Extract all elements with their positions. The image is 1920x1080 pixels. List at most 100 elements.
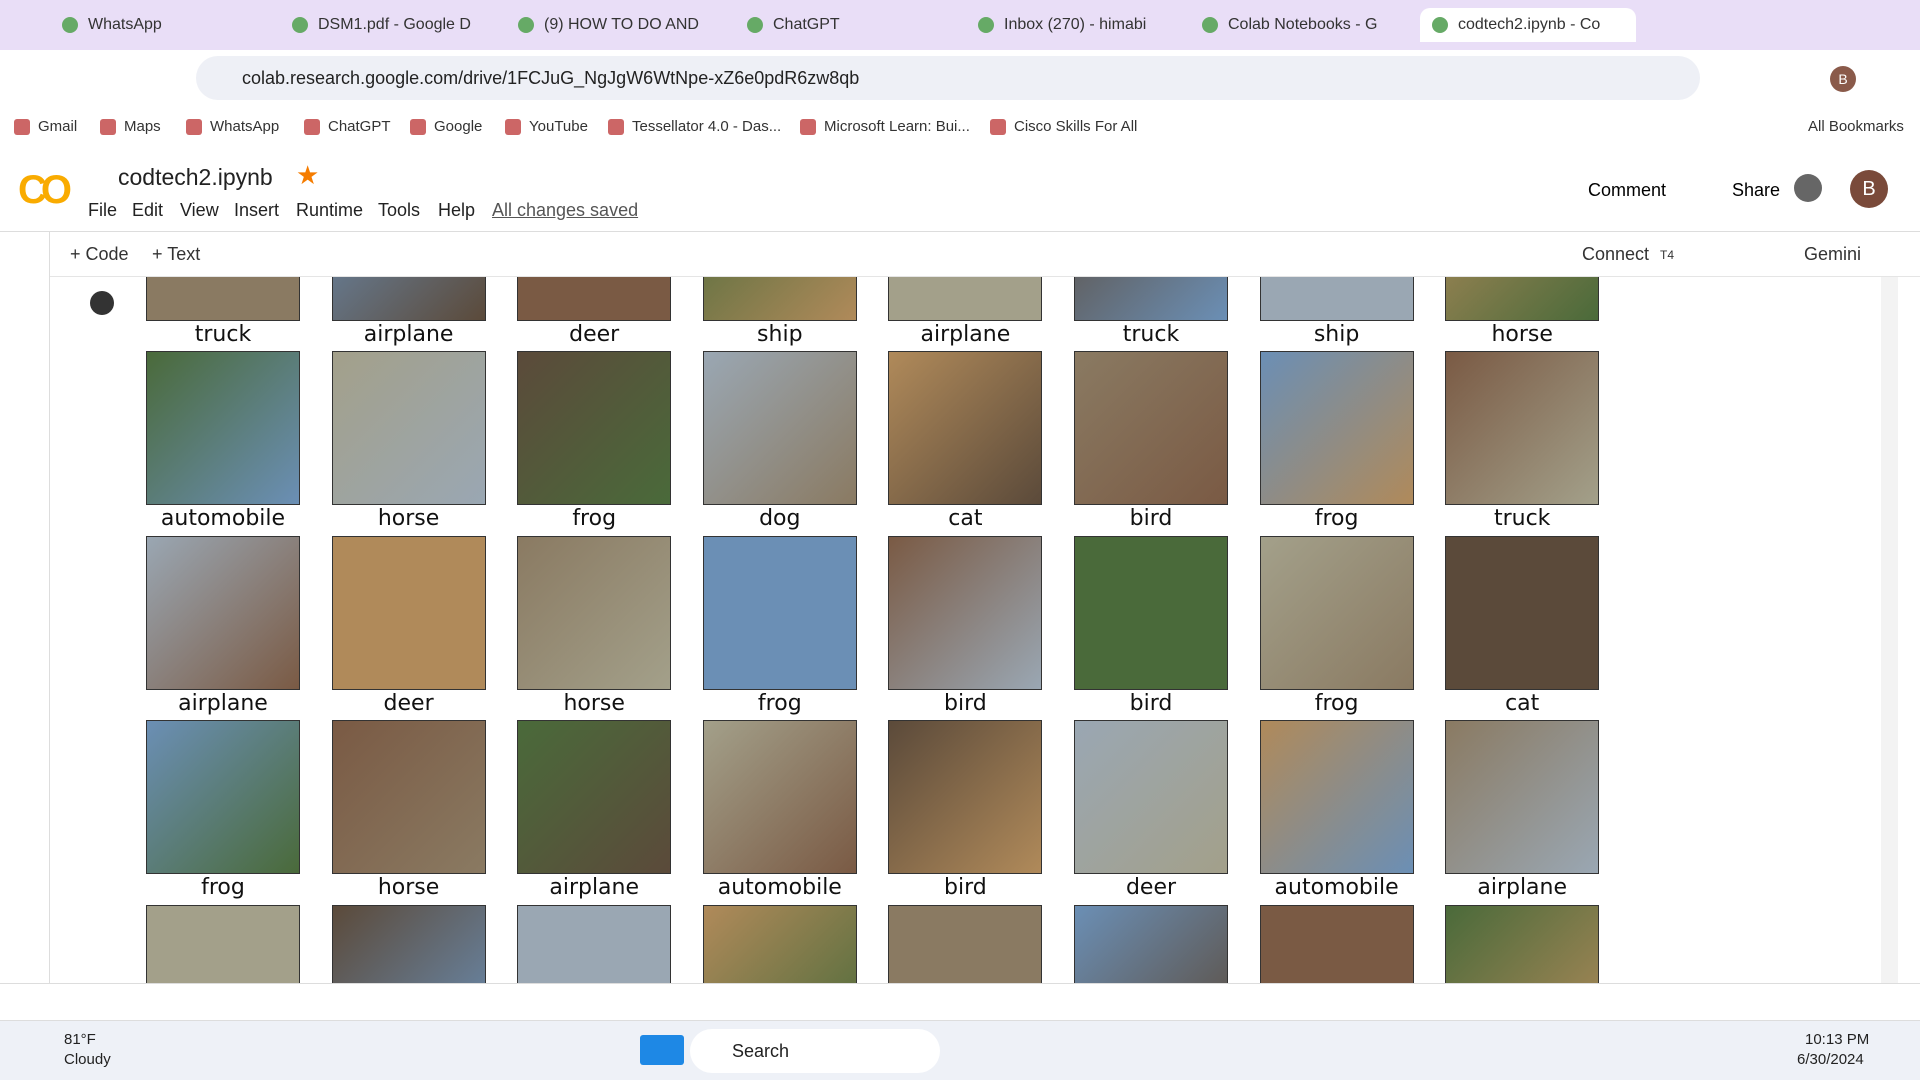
image-label: automobile: [1274, 875, 1399, 900]
search[interactable]: Search: [690, 1029, 940, 1073]
image-label: horse: [1491, 321, 1553, 347]
menu-item[interactable]: View: [180, 200, 219, 220]
tab-bar: WhatsApp DSM1.pdf - Google D (9) HOW TO DO…: [0, 0, 1920, 50]
image: [146, 351, 300, 505]
menu-item[interactable]: Help: [438, 200, 476, 220]
image-label: dog: [759, 506, 801, 531]
image: [1445, 351, 1600, 505]
add-text[interactable]: + Text: [152, 244, 201, 264]
image: [888, 535, 1043, 690]
tab[interactable]: (9) HOW TO DO AND: [506, 8, 728, 42]
image: [331, 535, 486, 690]
image-label: horse: [377, 506, 440, 531]
bookmark[interactable]: WhatsApp: [186, 118, 279, 135]
bookmark[interactable]: Tessellator 4.0 - Das...: [608, 118, 781, 135]
image: [888, 351, 1043, 505]
start[interactable]: [640, 1035, 684, 1065]
tab[interactable]: ChatGPT: [735, 8, 957, 42]
settings[interactable]: [1794, 174, 1822, 202]
toolbar: + Code + Text Connect T4 Gemini: [50, 232, 1920, 277]
logo: CO: [18, 168, 72, 212]
menu-item[interactable]: File: [88, 200, 118, 220]
address-bar: colab.research.google.com/drive/1FCJuG_N…: [0, 50, 1920, 108]
status-bar: [0, 983, 1920, 1020]
image: [1074, 720, 1228, 874]
image: [517, 277, 672, 321]
image-label: frog: [201, 875, 245, 900]
scrollbar: [1881, 277, 1898, 983]
bookmark[interactable]: Gmail: [14, 118, 77, 135]
bookmark[interactable]: Maps: [100, 118, 161, 135]
profile[interactable]: B: [1830, 66, 1856, 92]
connect[interactable]: Connect: [1582, 244, 1650, 264]
image-label: airplane: [363, 321, 454, 347]
image: [1074, 535, 1228, 690]
image-label: bird: [944, 690, 987, 716]
image-label: truck: [1122, 321, 1180, 347]
menu-item[interactable]: Insert: [234, 200, 280, 220]
taskbar: 81°F Cloudy Search 10:13 PM 6/30/2024: [0, 1020, 1920, 1080]
weather: Cloudy: [64, 1051, 111, 1068]
tab[interactable]: codtech2.ipynb - Co: [1420, 8, 1636, 42]
star[interactable]: ★: [296, 160, 320, 190]
image: [146, 535, 300, 690]
date: 6/30/2024: [1797, 1051, 1864, 1068]
bookmark[interactable]: Microsoft Learn: Bui...: [800, 118, 970, 135]
image: [1259, 720, 1414, 874]
gemini[interactable]: Gemini: [1804, 244, 1862, 264]
run-button[interactable]: [90, 291, 114, 315]
image-label: airplane: [549, 875, 640, 900]
image: [331, 351, 486, 505]
image: [1074, 277, 1228, 321]
tab[interactable]: WhatsApp: [50, 8, 272, 42]
image-label: deer: [569, 321, 620, 347]
all-bookmarks[interactable]: All Bookmarks: [1808, 118, 1904, 135]
time: 10:13 PM: [1805, 1031, 1870, 1048]
bookmark[interactable]: YouTube: [505, 118, 588, 135]
share[interactable]: Share: [1732, 180, 1781, 200]
image-label: horse: [563, 690, 625, 716]
image-label: frog: [1314, 690, 1359, 716]
image: [702, 351, 857, 505]
avatar[interactable]: B: [1850, 170, 1888, 208]
comment[interactable]: Comment: [1588, 180, 1667, 200]
sidebar: [0, 232, 50, 983]
image-label: frog: [1314, 506, 1359, 531]
menu-item[interactable]: Tools: [378, 200, 421, 220]
image: [702, 277, 857, 321]
image: [146, 277, 300, 321]
image: [331, 720, 486, 874]
image-label: truck: [194, 321, 252, 347]
image-label: ship: [1313, 321, 1360, 347]
notebook-title[interactable]: codtech2.ipynb: [118, 164, 273, 190]
image-label: deer: [383, 690, 434, 716]
tab[interactable]: Inbox (270) - himabi: [966, 8, 1188, 42]
image-label: frog: [572, 506, 617, 531]
saved-status[interactable]: All changes saved: [492, 200, 639, 220]
bookmarks-bar: All Bookmarks Gmail Maps WhatsApp ChatGPT Go…: [0, 108, 1920, 148]
image-label: automobile: [160, 506, 286, 531]
image: [1259, 904, 1414, 983]
image-label: frog: [757, 690, 802, 716]
image-label: ship: [757, 321, 803, 347]
url[interactable]: colab.research.google.com/drive/1FCJuG_N…: [196, 56, 1700, 100]
image: [1445, 277, 1600, 321]
image: [1445, 535, 1600, 690]
bookmark[interactable]: Cisco Skills For All: [990, 118, 1137, 135]
image: [1259, 535, 1414, 690]
image-label: cat: [948, 506, 983, 531]
image: [702, 720, 857, 874]
image-label: cat: [1505, 690, 1540, 716]
menu-item[interactable]: Edit: [132, 200, 164, 220]
add-code[interactable]: + Code: [70, 244, 129, 264]
bookmark[interactable]: ChatGPT: [304, 118, 391, 135]
image: [888, 904, 1043, 983]
tab[interactable]: DSM1.pdf - Google D: [280, 8, 502, 42]
menu-item[interactable]: Runtime: [296, 200, 364, 220]
bookmark[interactable]: Google: [410, 118, 482, 135]
image: [1259, 277, 1414, 321]
image: [702, 904, 857, 983]
image: [702, 535, 857, 690]
tab[interactable]: Colab Notebooks - G: [1190, 8, 1412, 42]
